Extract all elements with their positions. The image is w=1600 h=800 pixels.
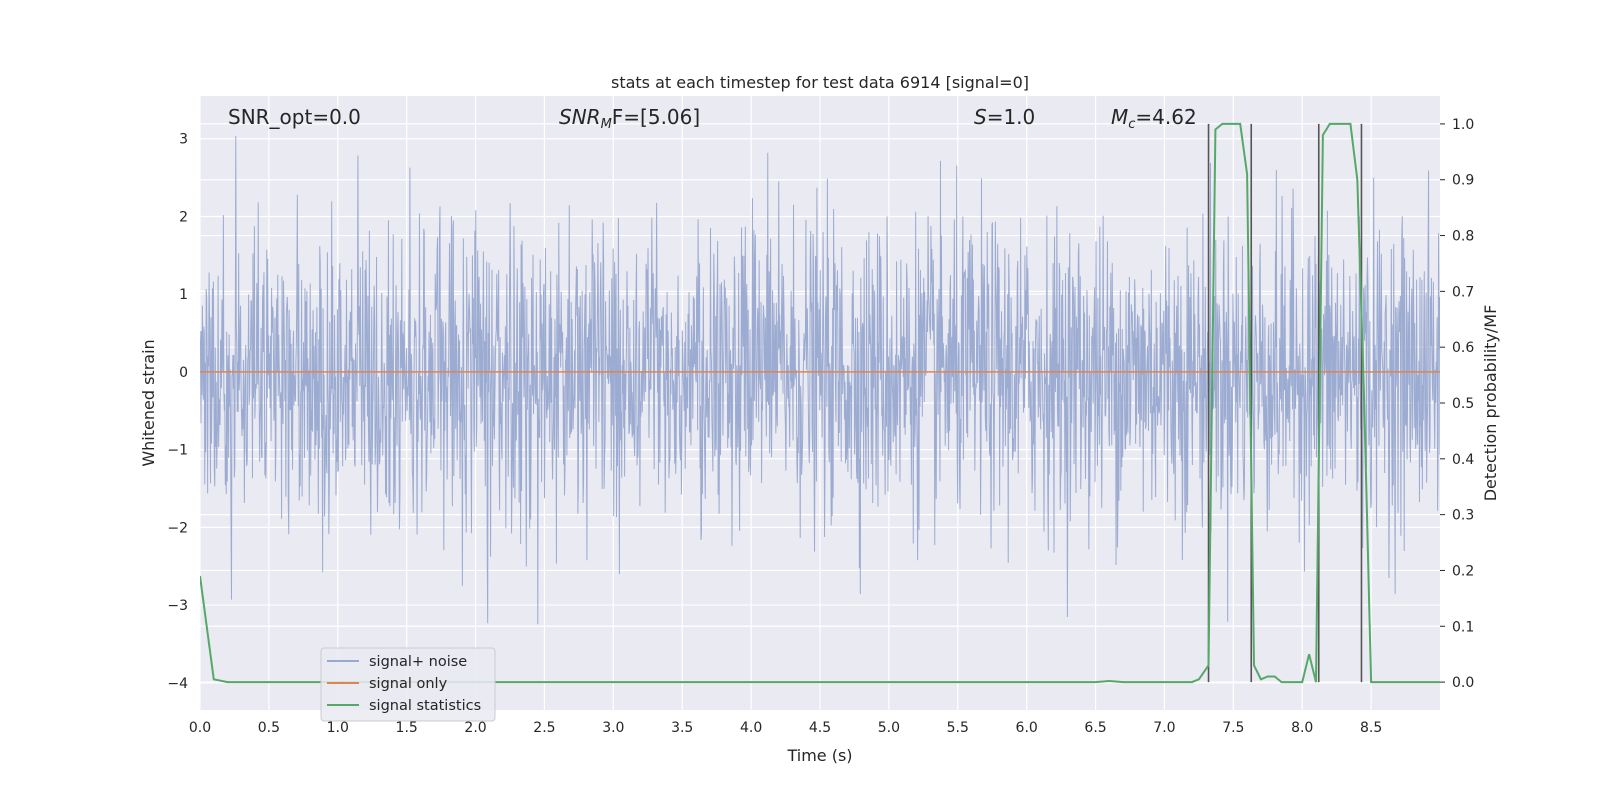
y-left-tick-label: −1: [167, 443, 188, 459]
y-left-tick-label: 3: [179, 132, 188, 148]
x-tick-label: 2.0: [464, 720, 486, 736]
x-tick-label: 5.5: [947, 720, 969, 736]
x-tick-label: 0.0: [189, 720, 211, 736]
y-left-tick-label: −4: [167, 676, 188, 692]
y-right-tick-labels: 1.0 0.9 0.8 0.7 0.6 0.5 0.4 0.3 0.2 0.1 0.0: [1440, 117, 1474, 691]
signal-noise-line: [200, 135, 1440, 625]
x-tick-label: 7.0: [1153, 720, 1175, 736]
annotation-mc: Mc=4.62: [1111, 105, 1197, 132]
x-tick-label: 4.5: [809, 720, 831, 736]
y-right-tick-label: 0.9: [1452, 173, 1474, 189]
x-tick-label: 7.5: [1222, 720, 1244, 736]
y-right-tick-label: 0.6: [1452, 340, 1474, 356]
y-left-axis-label: Whitened strain: [139, 339, 158, 466]
annotation-s: S=1.0: [974, 105, 1035, 129]
annotation-mc-sub: c: [1128, 117, 1135, 132]
y-left-tick-labels: 3 2 1 0 −1 −2 −3 −4: [167, 132, 188, 692]
x-tick-label: 1.0: [327, 720, 349, 736]
y-right-tick-label: 0.8: [1452, 229, 1474, 245]
signal-statistics-line: [200, 122, 1440, 684]
y-left-tick-label: 2: [179, 209, 188, 225]
y-right-tick-label: 1.0: [1452, 117, 1474, 133]
x-tick-label: 6.0: [1016, 720, 1038, 736]
legend-label-signal-only: signal only: [369, 676, 448, 692]
annotation-snr-opt: SNR_opt=0.0: [228, 105, 361, 129]
y-right-tick-label: 0.5: [1452, 396, 1474, 412]
x-tick-label: 8.5: [1360, 720, 1382, 736]
legend-label-signal-noise: signal+ noise: [369, 654, 467, 670]
legend-box: [320, 647, 496, 722]
y-right-tick-label: 0.3: [1452, 508, 1474, 524]
annotation-snr-mf-sub: M: [601, 117, 612, 132]
x-tick-label: 3.0: [602, 720, 624, 736]
annotation-mc-rest: =4.62: [1135, 105, 1196, 129]
x-tick-label: 6.5: [1084, 720, 1106, 736]
y-right-tick-label: 0.1: [1452, 619, 1474, 635]
x-tick-label: 4.0: [740, 720, 762, 736]
y-right-axis-label: Detection probability/MF: [1481, 305, 1500, 502]
y-right-tick-label: 0.4: [1452, 452, 1474, 468]
y-right-tick-label: 0.2: [1452, 563, 1474, 579]
y-left-tick-label: 0: [179, 365, 188, 381]
chart-title: stats at each timestep for test data 691…: [611, 73, 1029, 92]
x-tick-label: 2.5: [533, 720, 555, 736]
annotation-snr-mf-rest: F=[5.06]: [612, 105, 700, 129]
x-tick-labels: 0.0 0.5 1.0 1.5 2.0 2.5 3.0 3.5 4.0 4.5 5.0 5.5 6.0 6…: [189, 720, 1382, 736]
y-right-tick-label: 0.7: [1452, 284, 1474, 300]
x-axis-label: Time (s): [786, 746, 852, 765]
x-tick-label: 0.5: [258, 720, 280, 736]
x-tick-label: 1.5: [396, 720, 418, 736]
y-right-tick-label: 0.0: [1452, 675, 1474, 691]
x-tick-label: 3.5: [671, 720, 693, 736]
annotation-s-main: S: [974, 105, 987, 129]
x-tick-label: 8.0: [1291, 720, 1313, 736]
y-left-tick-label: 1: [179, 287, 188, 303]
annotation-mc-main: M: [1111, 105, 1128, 129]
series-signal-statistics: [200, 122, 1440, 684]
annotation-snr-mf: SNRMF=[5.06]: [559, 105, 700, 132]
series-signal-noise: [200, 135, 1440, 625]
y-left-tick-label: −3: [167, 598, 188, 614]
x-tick-label: 5.0: [878, 720, 900, 736]
y-left-tick-label: −2: [167, 520, 188, 536]
legend-label-signal-statistics: signal statistics: [369, 698, 481, 714]
legend: signal+ noise signal only signal statist…: [320, 647, 496, 722]
annotation-snr-mf-main: SNR: [559, 105, 601, 129]
annotation-s-rest: =1.0: [987, 105, 1036, 129]
